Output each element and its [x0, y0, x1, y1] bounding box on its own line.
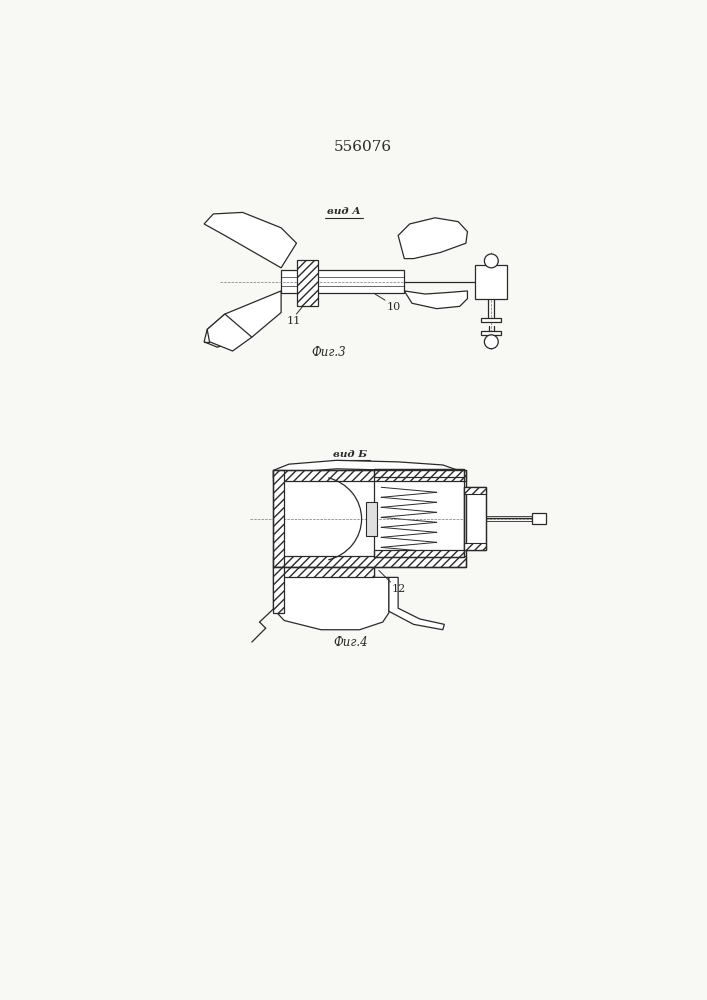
Bar: [274, 556, 466, 567]
Bar: [532, 513, 546, 524]
Circle shape: [484, 254, 498, 268]
Text: Фиг.4: Фиг.4: [333, 636, 368, 649]
Bar: [373, 469, 464, 477]
Circle shape: [484, 335, 498, 349]
Polygon shape: [207, 314, 252, 351]
Text: Фиг.3: Фиг.3: [312, 346, 346, 359]
Bar: [296, 260, 318, 306]
Bar: [475, 265, 508, 299]
Bar: [274, 567, 284, 613]
Text: вид А: вид А: [327, 207, 361, 216]
Bar: [481, 331, 501, 335]
Polygon shape: [398, 218, 467, 259]
Bar: [281, 270, 404, 293]
Bar: [464, 543, 486, 550]
Text: 11: 11: [286, 316, 300, 326]
Text: 10: 10: [387, 302, 401, 312]
Bar: [481, 318, 501, 322]
Bar: [464, 487, 486, 550]
Polygon shape: [204, 212, 296, 268]
Polygon shape: [204, 291, 281, 347]
Bar: [274, 567, 373, 577]
Bar: [366, 502, 377, 536]
Polygon shape: [404, 291, 467, 309]
Text: 12: 12: [392, 584, 407, 594]
Polygon shape: [274, 460, 458, 478]
Text: 556076: 556076: [334, 140, 392, 154]
Polygon shape: [274, 577, 389, 630]
Bar: [464, 487, 486, 494]
Bar: [373, 550, 464, 557]
Polygon shape: [389, 577, 444, 630]
Text: вид Б: вид Б: [333, 450, 368, 459]
Bar: [274, 470, 284, 567]
Bar: [274, 470, 466, 567]
Bar: [284, 481, 466, 556]
Bar: [464, 487, 486, 550]
Bar: [373, 469, 464, 557]
Bar: [274, 470, 466, 481]
